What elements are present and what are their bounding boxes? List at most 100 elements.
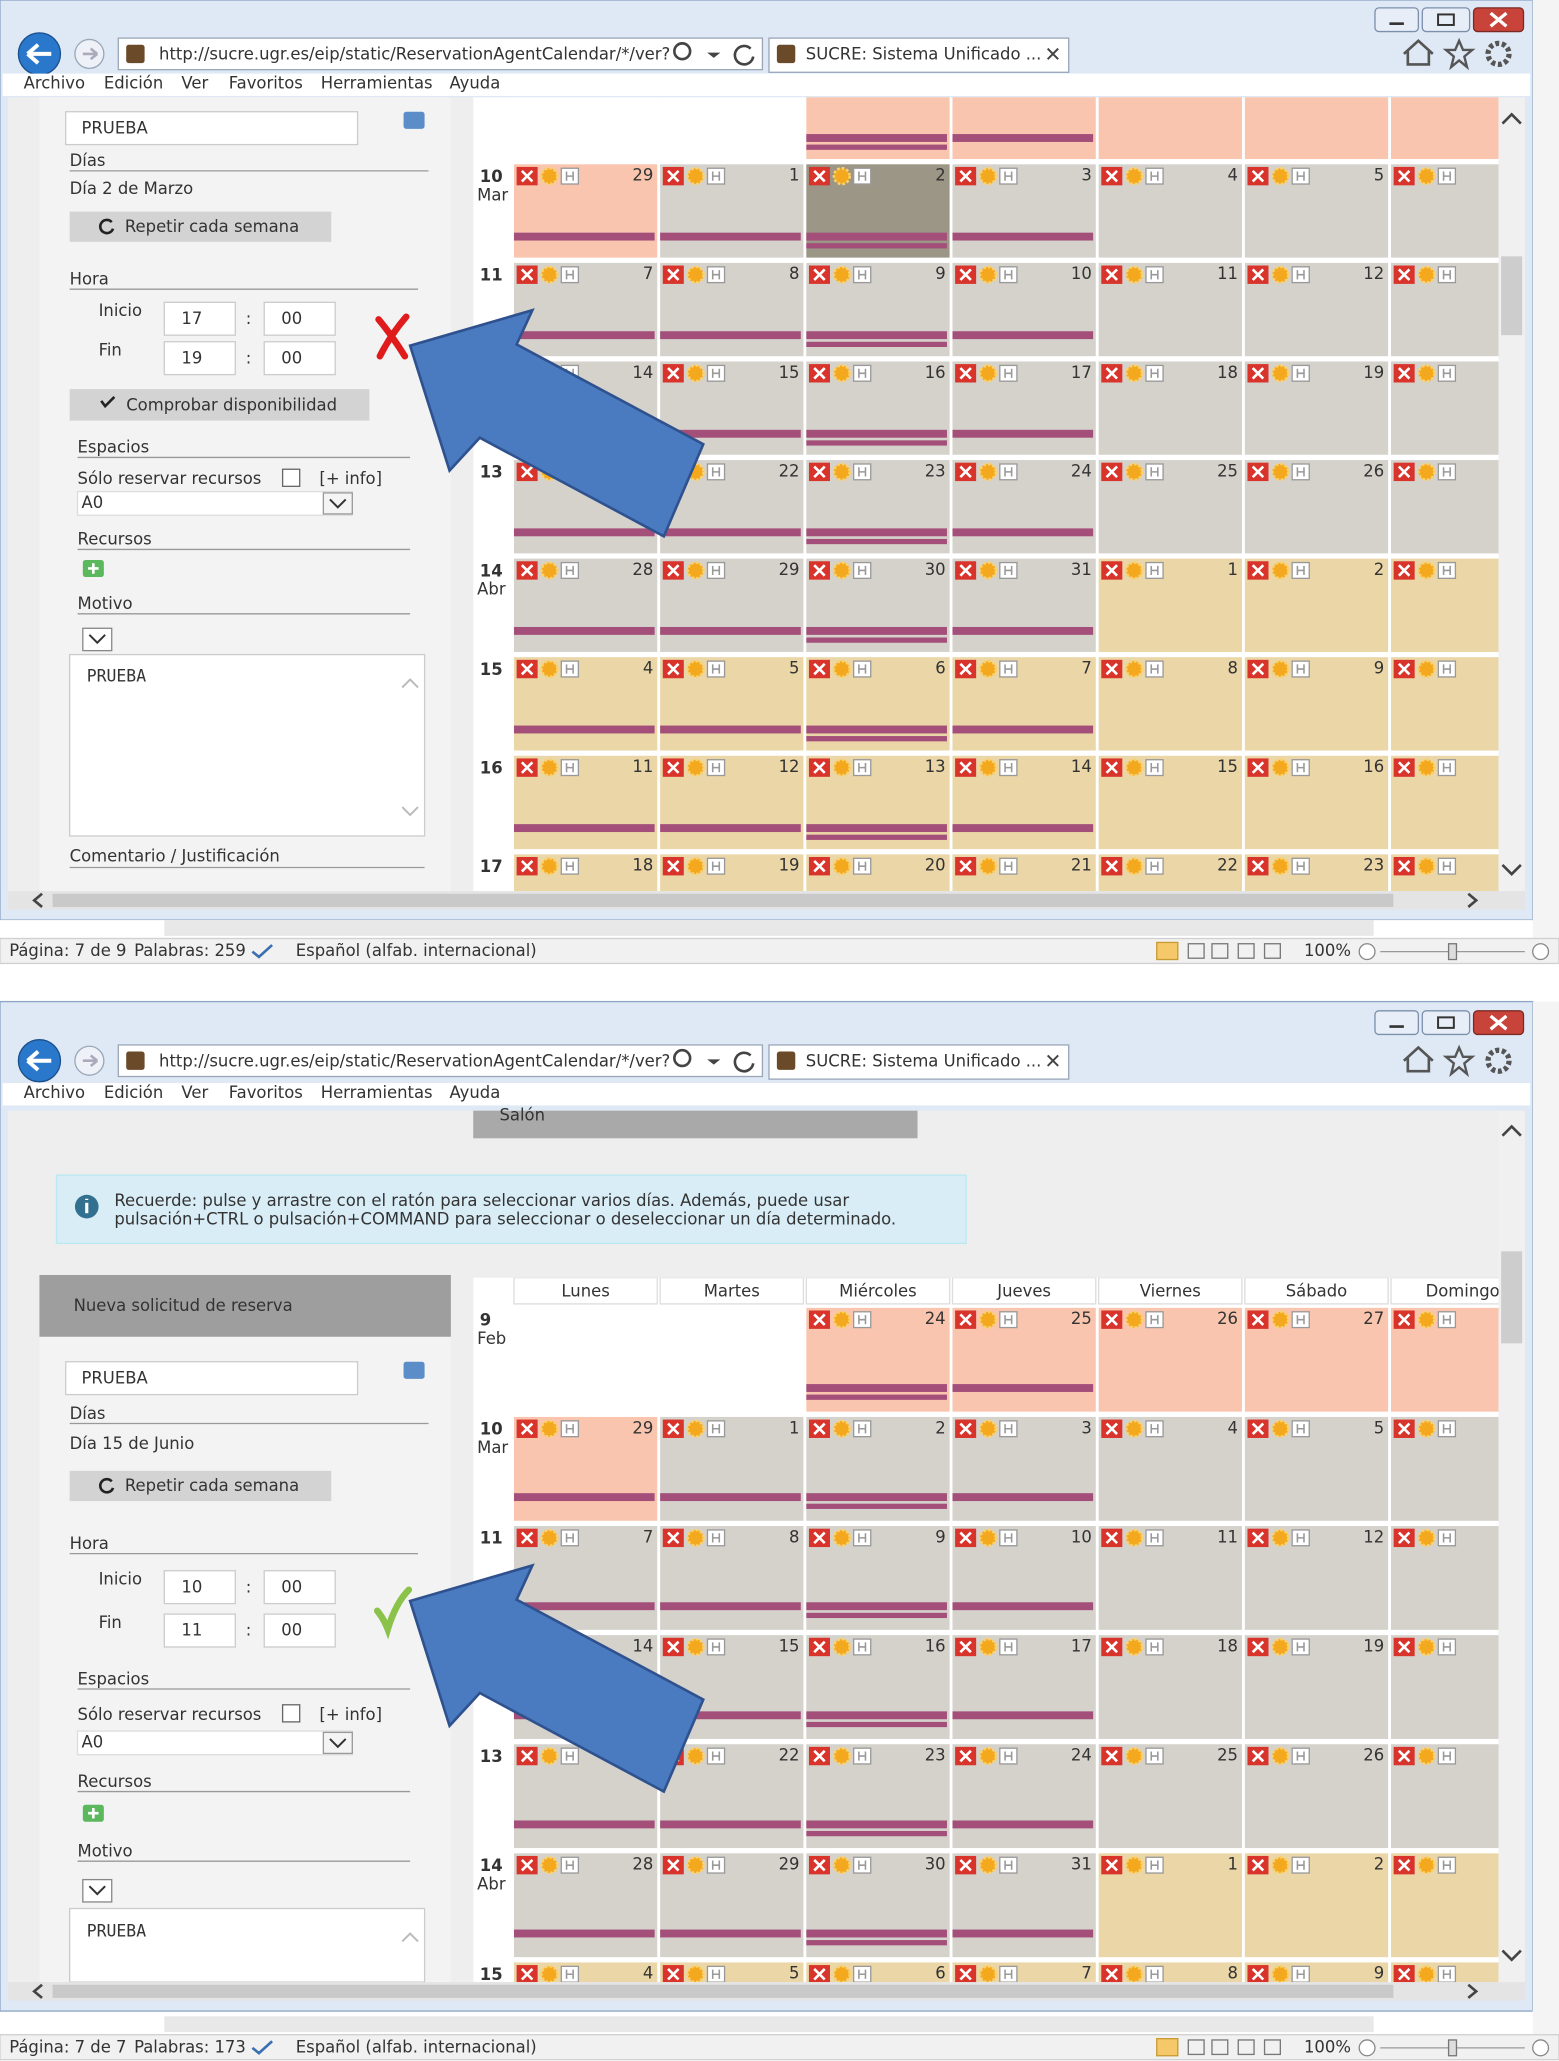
- menu-item[interactable]: Favoritos: [229, 74, 303, 93]
- day-cell[interactable]: [806, 361, 950, 455]
- day-cell[interactable]: [660, 164, 804, 258]
- day-cell[interactable]: [806, 1744, 950, 1849]
- day-cell[interactable]: [1244, 164, 1389, 258]
- address-bar[interactable]: [117, 37, 764, 71]
- day-cell[interactable]: [806, 657, 950, 751]
- day-cell[interactable]: [952, 262, 1096, 357]
- repeat-button[interactable]: [69, 211, 332, 242]
- settings-icon[interactable]: [1485, 40, 1512, 68]
- day-cell[interactable]: [660, 558, 804, 652]
- day-cell[interactable]: [1244, 657, 1389, 751]
- day-cell[interactable]: [513, 164, 658, 258]
- menu-item[interactable]: Archivo: [24, 1083, 85, 1102]
- day-cell[interactable]: [806, 1635, 950, 1739]
- h-scroll-thumb[interactable]: [52, 1984, 1394, 1998]
- view-button[interactable]: [1211, 2039, 1229, 2056]
- scroll-right[interactable]: [1467, 892, 1479, 908]
- start-minute-input[interactable]: [263, 1570, 336, 1605]
- day-cell[interactable]: [1244, 66, 1389, 160]
- zoom-thumb[interactable]: [1447, 2039, 1458, 2057]
- day-cell[interactable]: [1244, 361, 1389, 455]
- day-cell[interactable]: [1098, 1526, 1242, 1630]
- day-cell[interactable]: [806, 1416, 950, 1521]
- reason-dropdown[interactable]: [82, 627, 113, 652]
- scroll-left[interactable]: [32, 892, 43, 908]
- space-select[interactable]: [76, 490, 353, 516]
- day-cell[interactable]: [1098, 1853, 1242, 1958]
- menu-item[interactable]: Ver: [181, 74, 208, 93]
- scroll-right[interactable]: [1467, 1983, 1479, 1999]
- day-cell[interactable]: [806, 558, 950, 652]
- help-icon[interactable]: [403, 1361, 425, 1379]
- zoom-out[interactable]: [1358, 943, 1376, 961]
- day-cell[interactable]: [806, 854, 950, 947]
- day-cell[interactable]: [952, 1744, 1096, 1849]
- maximize-button[interactable]: [1421, 1010, 1471, 1036]
- day-cell[interactable]: [952, 1853, 1096, 1958]
- favorites-icon[interactable]: [1442, 37, 1476, 71]
- day-cell[interactable]: [1098, 1416, 1242, 1521]
- menu-item[interactable]: Archivo: [24, 74, 85, 93]
- day-cell[interactable]: [952, 361, 1096, 455]
- day-cell[interactable]: [1244, 1744, 1389, 1849]
- h-scroll-thumb[interactable]: [52, 893, 1394, 907]
- day-cell[interactable]: [660, 262, 804, 357]
- check-button[interactable]: [69, 389, 370, 421]
- day-cell[interactable]: [513, 66, 658, 160]
- day-cell[interactable]: [1244, 460, 1389, 554]
- menu-item[interactable]: Ayuda: [450, 74, 501, 93]
- end-hour-input[interactable]: [163, 341, 236, 376]
- view-button[interactable]: [1211, 943, 1229, 959]
- tab-close[interactable]: [1046, 1054, 1059, 1067]
- day-cell[interactable]: [952, 460, 1096, 554]
- scroll-thumb[interactable]: [1501, 1251, 1523, 1344]
- name-input[interactable]: [65, 111, 359, 146]
- scroll-up[interactable]: [1501, 1124, 1522, 1137]
- view-button[interactable]: [1187, 943, 1205, 959]
- day-cell[interactable]: [660, 1526, 804, 1630]
- help-icon[interactable]: [403, 111, 425, 129]
- day-cell[interactable]: [513, 1853, 658, 1958]
- day-cell[interactable]: [1244, 1416, 1389, 1521]
- day-cell[interactable]: [1244, 755, 1389, 850]
- view-button[interactable]: [1156, 941, 1179, 961]
- more-info-link[interactable]: [+ info]: [319, 469, 382, 488]
- day-cell[interactable]: [1098, 361, 1242, 455]
- day-cell[interactable]: [1098, 1744, 1242, 1849]
- start-hour-input[interactable]: [163, 301, 236, 336]
- end-minute-input[interactable]: [263, 341, 336, 376]
- day-cell[interactable]: [660, 1307, 804, 1412]
- scroll-down[interactable]: [1501, 1949, 1522, 1962]
- view-button[interactable]: [1237, 943, 1255, 959]
- day-cell[interactable]: [1244, 1853, 1389, 1958]
- resources-only-checkbox[interactable]: [281, 1704, 301, 1723]
- day-cell[interactable]: [1244, 1307, 1389, 1412]
- menu-item[interactable]: Edición: [104, 1083, 163, 1102]
- menu-item[interactable]: Ver: [181, 1083, 208, 1102]
- start-hour-input[interactable]: [163, 1570, 236, 1605]
- day-cell[interactable]: [660, 1853, 804, 1958]
- maximize-button[interactable]: [1421, 7, 1471, 33]
- day-cell[interactable]: [806, 1307, 950, 1412]
- menu-item[interactable]: Edición: [104, 74, 163, 93]
- zoom-thumb[interactable]: [1447, 943, 1458, 961]
- day-cell[interactable]: [952, 164, 1096, 258]
- tab-close[interactable]: [1046, 47, 1059, 60]
- favorites-icon[interactable]: [1442, 1044, 1476, 1078]
- day-cell[interactable]: [1244, 854, 1389, 947]
- menu-item[interactable]: Herramientas: [321, 1083, 433, 1102]
- day-cell[interactable]: [1244, 558, 1389, 652]
- scroll-up[interactable]: [1501, 112, 1522, 125]
- day-cell[interactable]: [806, 164, 950, 258]
- day-cell[interactable]: [1098, 657, 1242, 751]
- day-cell[interactable]: [513, 1416, 658, 1521]
- day-cell[interactable]: [1098, 1635, 1242, 1739]
- day-cell[interactable]: [1244, 262, 1389, 357]
- day-cell[interactable]: [952, 755, 1096, 850]
- day-cell[interactable]: [1098, 558, 1242, 652]
- home-icon[interactable]: [1403, 1045, 1434, 1073]
- day-cell[interactable]: [660, 1416, 804, 1521]
- day-cell[interactable]: [660, 657, 804, 751]
- minimize-button[interactable]: [1374, 1010, 1420, 1036]
- day-cell[interactable]: [1098, 460, 1242, 554]
